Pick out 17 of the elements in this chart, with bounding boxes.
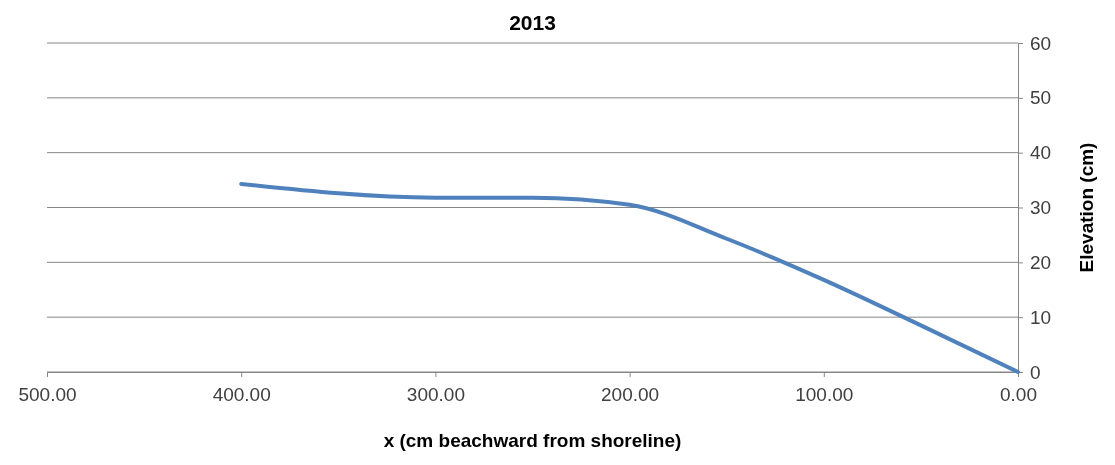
x-tick-label: 200.00 <box>601 383 660 405</box>
x-tick-label: 500.00 <box>18 383 77 405</box>
x-tick-label: 0.00 <box>1000 383 1037 405</box>
line-series <box>239 181 1020 374</box>
y-tick-label: 40 <box>1030 142 1052 164</box>
y-tick-label: 50 <box>1030 87 1052 109</box>
x-tick-label: 100.00 <box>795 383 854 405</box>
y-axis-title: Elevation (cm) <box>1076 142 1097 273</box>
y-tick-label: 60 <box>1030 32 1052 54</box>
x-axis-title: x (cm beachward from shoreline) <box>383 430 682 451</box>
y-tick-label: 10 <box>1030 306 1052 328</box>
y-tick-label: 0 <box>1030 361 1041 383</box>
x-tick-label: 400.00 <box>212 383 271 405</box>
chart-title: 2013 <box>509 11 556 34</box>
y-tick-label: 20 <box>1030 251 1052 273</box>
y-tick-label: 30 <box>1030 197 1052 219</box>
x-tick-label: 300.00 <box>406 383 465 405</box>
